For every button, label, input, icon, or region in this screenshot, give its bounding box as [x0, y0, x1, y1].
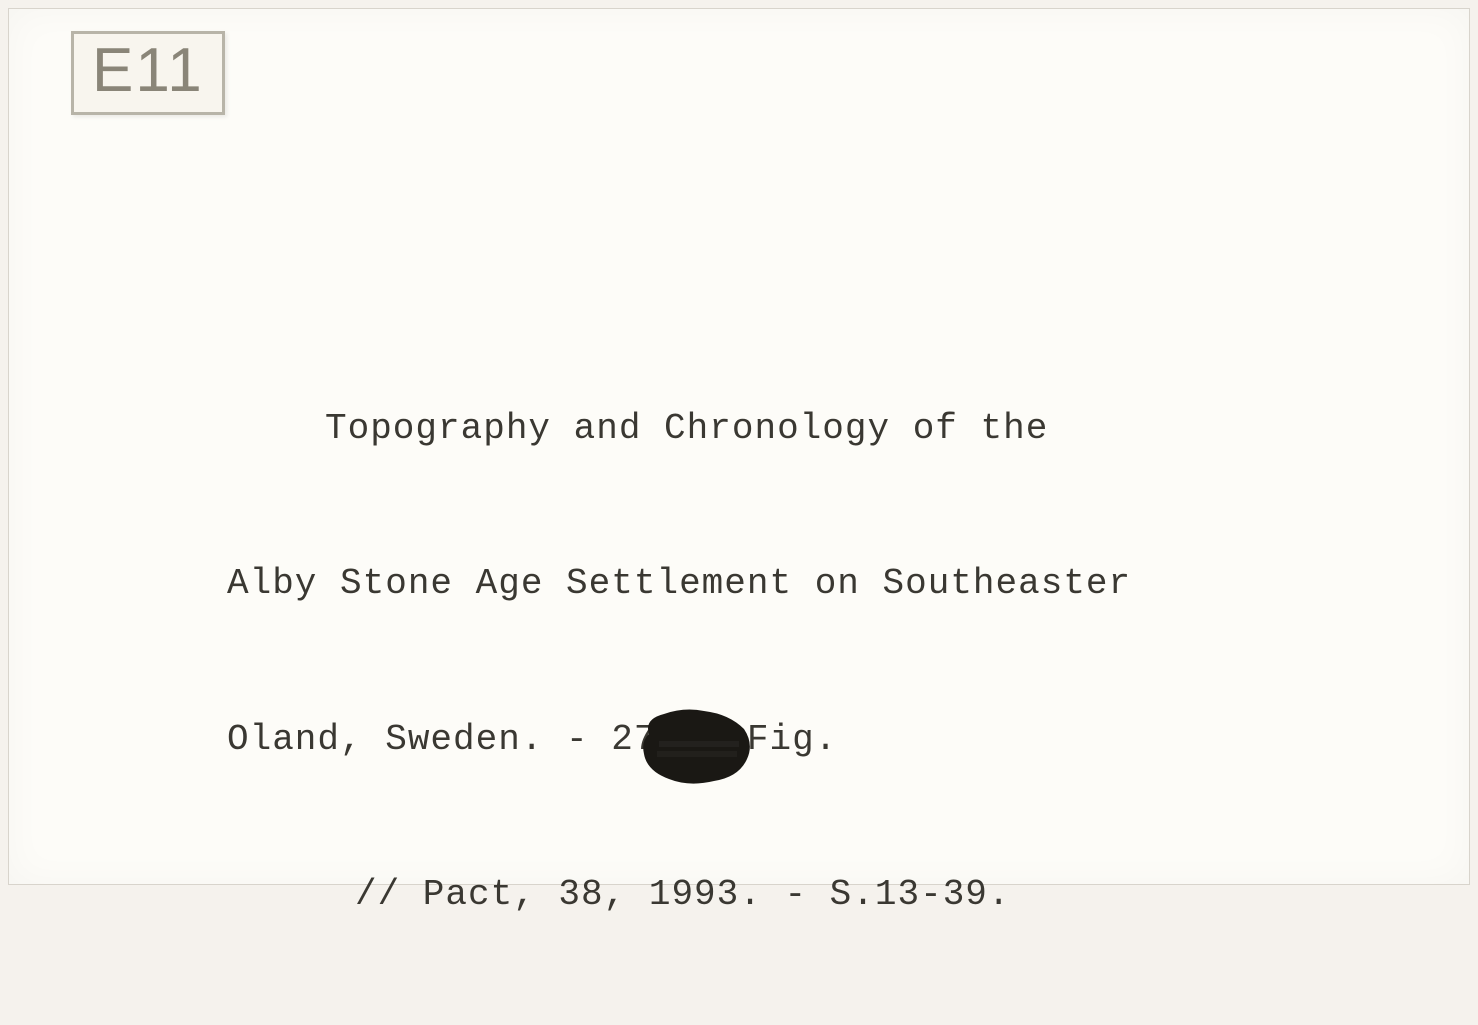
catalog-code: E11: [92, 36, 204, 105]
citation-title-line-1: Topography and Chronology of the: [227, 403, 1469, 455]
catalog-label-box: E11: [71, 31, 225, 115]
citation-title-line-3: Oland, Sweden. - 27S., Fig.: [227, 714, 1469, 766]
citation-title-line-2: Alby Stone Age Settlement on Southeaster: [227, 558, 1469, 610]
ink-blot-defect: [629, 699, 759, 789]
citation-text-block: Topography and Chronology of the Alby St…: [227, 299, 1469, 1025]
index-card: E11 Topography and Chronology of the Alb…: [8, 8, 1470, 885]
citation-source-line: // Pact, 38, 1993. - S.13-39.: [227, 869, 1469, 921]
